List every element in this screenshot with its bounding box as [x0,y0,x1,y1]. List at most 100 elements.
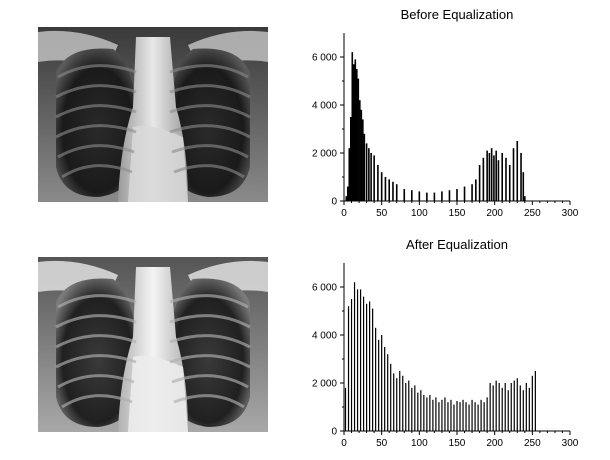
xray-before-graphic [38,27,268,202]
histogram-bar-after [525,383,527,431]
histogram-bar-before [426,192,428,201]
histogram-bar-before [352,64,355,201]
histogram-bar-before [411,190,413,201]
x-tick-label-before: 300 [562,208,579,219]
histogram-bar-before [363,133,366,201]
x-tick-label-before: 50 [376,208,388,219]
histogram-bar-after [465,402,467,431]
histogram-bar-after [474,402,476,431]
histogram-bar-after [344,387,347,431]
histogram-bar-before [478,165,481,201]
histogram-bar-after [353,282,356,431]
histogram-bar-after [522,390,524,431]
histogram-bar-after [459,402,461,431]
histogram-bar-before [475,179,477,201]
histogram-bar-before [441,191,443,201]
histogram-bar-before [368,148,370,201]
histogram-bar-after [381,335,383,431]
histogram-bar-before [370,153,372,201]
histogram-bar-before [448,190,451,201]
x-tick-label-after: 300 [562,438,579,449]
histogram-bar-after [498,383,500,431]
xray-image-before [38,27,268,202]
histogram-bar-after [489,383,491,431]
x-tick-label-before: 100 [411,208,428,219]
histogram-bar-before [495,150,497,201]
histogram-bar-before [351,52,354,202]
x-tick-label-before: 250 [524,208,541,219]
histogram-bar-before [349,117,352,201]
histogram-bar-after [347,306,350,431]
histogram-bar-after [468,404,470,431]
chart-title-before: Before Equalization [401,7,514,22]
histogram-bar-after [531,375,533,431]
histogram-bar-before [357,78,360,201]
histogram-bar-after [411,387,413,431]
histogram-bar-after [372,308,374,431]
histogram-bar-after [408,380,410,431]
histogram-bar-after [393,373,395,431]
histogram-bar-before [490,148,493,201]
histogram-bar-after [402,375,404,431]
histogram-bar-after [359,289,362,431]
histogram-bar-after [432,399,434,431]
histogram-bar-after [447,402,449,431]
histogram-bar-after [504,383,506,431]
histogram-bar-after [507,390,509,431]
histogram-bar-before [377,165,379,201]
histogram-bar-after [414,385,416,431]
histogram-bar-after [423,395,425,431]
histogram-bar-before [505,157,507,201]
histogram-bar-after [356,289,359,431]
histogram-bar-before [512,148,515,201]
histogram-bar-before [395,184,398,201]
histogram-bar-before [508,165,511,201]
histogram-bar-before [463,186,466,201]
histogram-bar-after [426,397,428,431]
x-tick-label-before: 200 [486,208,503,219]
y-tick-label-after: 0 [331,427,337,438]
histogram-bar-after [444,397,446,431]
chart-title-after: After Equalization [406,237,508,252]
histogram-bar-after [483,402,485,431]
histogram-bar-after [390,363,392,431]
histogram-bar-before [433,192,436,201]
histogram-bar-before [522,172,525,201]
histogram-bar-before [488,153,491,201]
histogram-bar-before [359,100,361,201]
y-tick-label-before: 6 000 [312,53,337,64]
histogram-bar-after [462,399,464,431]
histogram-bar-after [369,301,371,431]
histogram-bar-before [345,196,348,201]
histogram-bar-after [405,383,407,431]
histogram-bar-before [501,153,503,201]
histogram-bar-after [534,371,536,431]
histogram-bar-after [486,397,488,431]
histogram-bar-after [399,371,401,431]
histogram-bar-before [516,141,519,201]
histogram-bar-after [350,299,353,431]
histogram-bar-after [362,296,365,431]
histogram-bar-before [456,189,458,201]
histogram-bar-after [375,327,377,431]
histogram-bar-before [392,181,394,201]
histogram-bar-after [366,303,368,431]
histogram-bar-after [480,399,482,431]
histogram-bar-before [380,172,383,201]
histogram-bar-before [471,184,473,201]
histogram-bar-after [441,399,443,431]
histogram-bar-after [420,390,422,431]
histogram-bar-before [384,177,387,201]
histogram-bar-after [417,392,419,431]
histogram-bar-after [510,383,512,431]
y-tick-label-after: 4 000 [312,331,337,342]
x-tick-label-after: 100 [411,438,428,449]
histogram-bar-before [493,155,495,201]
histogram-bar-after [450,399,452,431]
histogram-bar-before [497,160,500,201]
histogram-bar-before [356,69,358,201]
x-tick-label-after: 150 [449,438,466,449]
histogram-bar-before [362,119,364,201]
